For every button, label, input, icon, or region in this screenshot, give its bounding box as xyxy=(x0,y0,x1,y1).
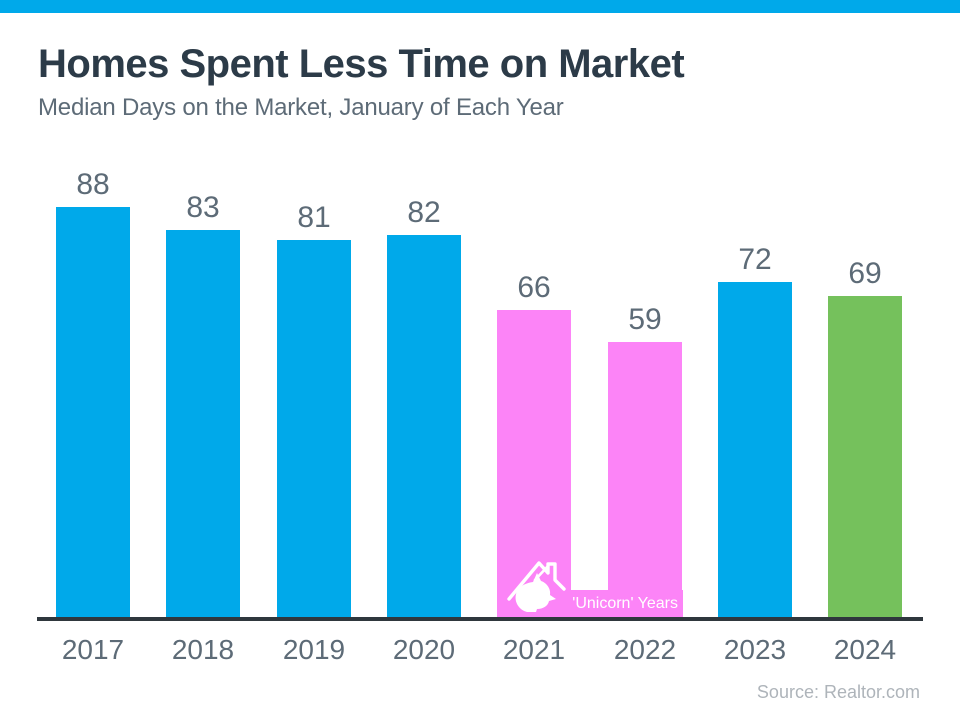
unicorn-house-icon xyxy=(507,561,566,612)
page-subtitle: Median Days on the Market, January of Ea… xyxy=(38,94,564,121)
bar-value-2024: 69 xyxy=(848,257,882,290)
bar-value-2021: 66 xyxy=(517,271,551,304)
x-axis-line xyxy=(37,617,923,621)
x-tick-2023: 2023 xyxy=(723,634,787,665)
unicorn-years-annotation: 'Unicorn' Years xyxy=(498,590,683,617)
x-tick-2017: 2017 xyxy=(61,634,125,665)
unicorn-years-label: 'Unicorn' Years xyxy=(572,595,678,612)
x-tick-2018: 2018 xyxy=(171,634,235,665)
x-tick-2020: 2020 xyxy=(392,634,456,665)
bar-value-2017: 88 xyxy=(76,168,110,201)
bar-2022 xyxy=(608,342,682,617)
accent-top-strip xyxy=(0,0,960,13)
bar-2020 xyxy=(387,235,461,617)
page-title: Homes Spent Less Time on Market xyxy=(38,42,685,86)
x-tick-2022: 2022 xyxy=(613,634,677,665)
bar-value-2020: 82 xyxy=(407,196,441,229)
x-tick-2019: 2019 xyxy=(282,634,346,665)
x-tick-2021: 2021 xyxy=(502,634,566,665)
source-note: Source: Realtor.com xyxy=(756,682,920,702)
bar-2017 xyxy=(56,207,130,617)
bar-value-2018: 83 xyxy=(186,191,220,224)
bar-2024 xyxy=(828,296,902,617)
bar-2019 xyxy=(277,240,351,617)
bar-2021 xyxy=(497,310,571,617)
bar-value-2019: 81 xyxy=(297,201,331,234)
bar-value-2023: 72 xyxy=(738,243,772,276)
bar-2023 xyxy=(718,282,792,617)
bar-2018 xyxy=(166,230,240,617)
bar-value-2022: 59 xyxy=(628,303,662,336)
x-tick-2024: 2024 xyxy=(833,634,897,665)
